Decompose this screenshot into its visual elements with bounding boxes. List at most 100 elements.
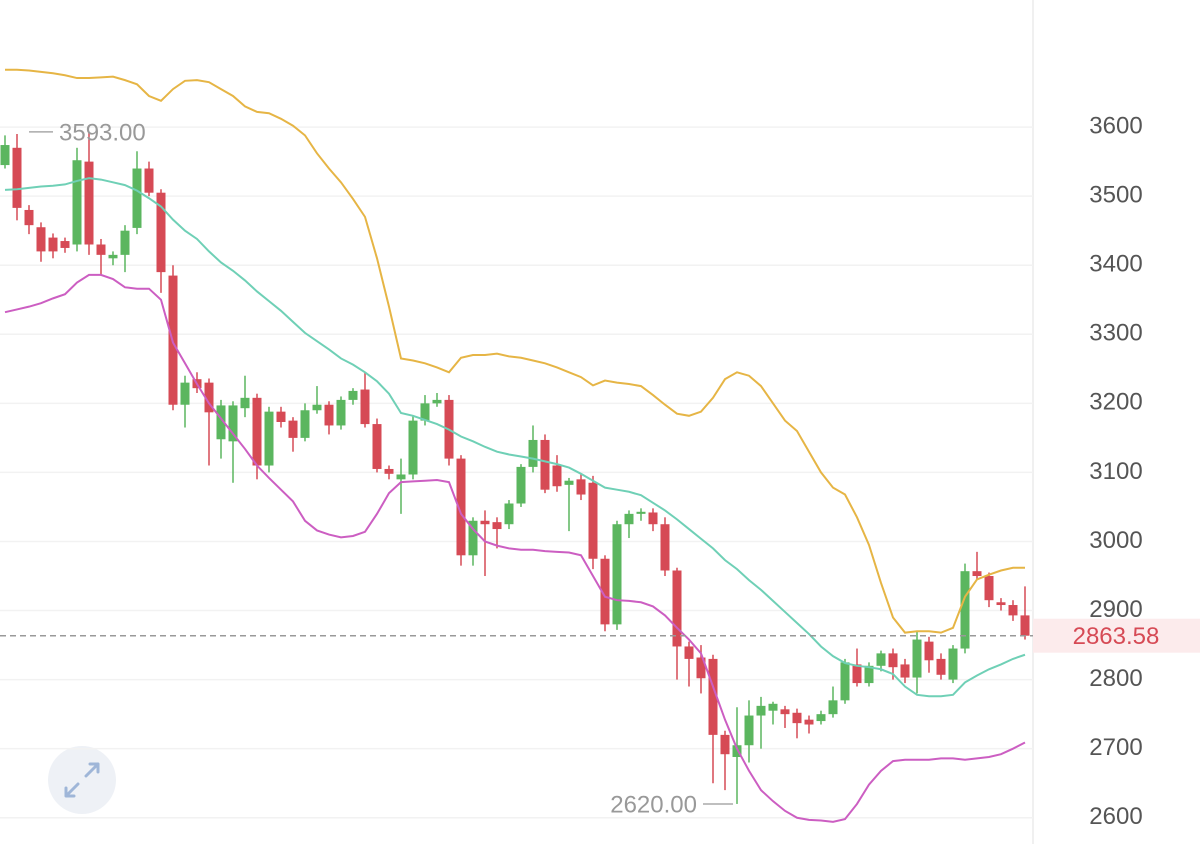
candle-body <box>600 558 610 625</box>
candle-body <box>708 658 718 735</box>
candle-body <box>768 703 778 711</box>
candle-body <box>1020 615 1030 636</box>
candle-body <box>228 405 238 442</box>
candle-body <box>720 734 730 755</box>
candle-body <box>636 511 646 514</box>
candle-body <box>756 705 766 716</box>
candle-body <box>336 399 346 426</box>
last-price-label: 2863.58 <box>1073 623 1160 650</box>
y-tick-label: 3100 <box>1089 458 1142 485</box>
candle-body <box>348 390 358 400</box>
candle-body <box>864 665 874 684</box>
candle-body <box>180 382 190 405</box>
candle-body <box>408 420 418 475</box>
candle-body <box>900 664 910 678</box>
low-annotation: 2620.00 <box>610 791 697 818</box>
candle-body <box>564 480 574 485</box>
candle-body <box>972 571 982 577</box>
candle-body <box>576 479 586 495</box>
candle-body <box>312 404 322 411</box>
candle-body <box>696 657 706 679</box>
candle-body <box>288 420 298 438</box>
candle-body <box>372 424 382 469</box>
y-tick-label: 3300 <box>1089 320 1142 347</box>
candle-body <box>456 458 466 556</box>
candle-body <box>300 410 310 438</box>
candle-body <box>396 474 406 480</box>
band-line <box>4 273 1026 823</box>
candle-body <box>0 145 10 166</box>
y-tick-label: 3400 <box>1089 251 1142 278</box>
candle-body <box>216 405 226 440</box>
candle-body <box>888 653 898 668</box>
candle-body <box>744 715 754 746</box>
candle-body <box>360 389 370 425</box>
candle-body <box>540 439 550 490</box>
y-tick-label: 2800 <box>1089 665 1142 692</box>
expand-icon[interactable] <box>64 762 100 798</box>
candle-body <box>204 382 214 413</box>
candle-body <box>468 520 478 556</box>
candle-body <box>240 397 250 409</box>
candle-body <box>792 712 802 724</box>
candle-body <box>24 209 34 226</box>
candle-body <box>960 571 970 649</box>
candle-body <box>852 664 862 684</box>
candle-body <box>324 404 334 426</box>
y-tick-label: 2900 <box>1089 596 1142 623</box>
y-tick-label: 2600 <box>1089 803 1142 830</box>
candle-body <box>996 602 1006 606</box>
candle-body <box>876 653 886 666</box>
candle-body <box>936 658 946 675</box>
candle-body <box>420 403 430 421</box>
candle-body <box>516 466 526 504</box>
candle-body <box>276 411 286 422</box>
candle-body <box>552 465 562 487</box>
band-line <box>5 68 1025 634</box>
candle-body <box>252 397 262 466</box>
candle-body <box>144 168 154 193</box>
candle-body <box>1008 605 1018 616</box>
candle-body <box>828 700 838 715</box>
candle-body <box>732 745 742 757</box>
expand-button[interactable] <box>48 746 116 814</box>
candle-body <box>48 237 58 252</box>
candle-body <box>108 254 118 259</box>
candle-body <box>12 147 22 208</box>
last-price-box <box>1033 618 1200 653</box>
candle-body <box>132 168 142 228</box>
candle-body <box>660 524 670 571</box>
candle-body <box>672 570 682 647</box>
candle-body <box>624 513 634 525</box>
candle-body <box>36 227 46 252</box>
candle-body <box>84 161 94 245</box>
candle-body <box>948 648 958 680</box>
candle-body <box>984 576 994 601</box>
candle-body <box>924 641 934 661</box>
y-tick-label: 3000 <box>1089 527 1142 554</box>
candle-body <box>588 482 598 559</box>
candle-body <box>648 512 658 525</box>
candle-body <box>480 520 490 525</box>
candle-body <box>612 524 622 625</box>
high-annotation: 3593.00 <box>59 119 146 146</box>
expand-circle[interactable] <box>48 746 116 814</box>
candle-body <box>528 439 538 467</box>
band-line <box>4 177 1026 698</box>
candle-body <box>684 646 694 659</box>
y-tick-label: 3200 <box>1089 389 1142 416</box>
candle-body <box>72 160 82 245</box>
y-tick-label: 2700 <box>1089 734 1142 761</box>
candle-body <box>384 468 394 474</box>
candle-body <box>264 411 274 466</box>
candle-body <box>504 503 514 525</box>
candle-body <box>912 639 922 678</box>
candle-body <box>60 241 70 248</box>
candle-body <box>120 230 130 255</box>
candle-body <box>780 709 790 715</box>
y-tick-label: 3500 <box>1089 181 1142 208</box>
y-tick-label: 3600 <box>1089 112 1142 139</box>
candle-body <box>840 662 850 701</box>
candle-body <box>492 522 502 530</box>
